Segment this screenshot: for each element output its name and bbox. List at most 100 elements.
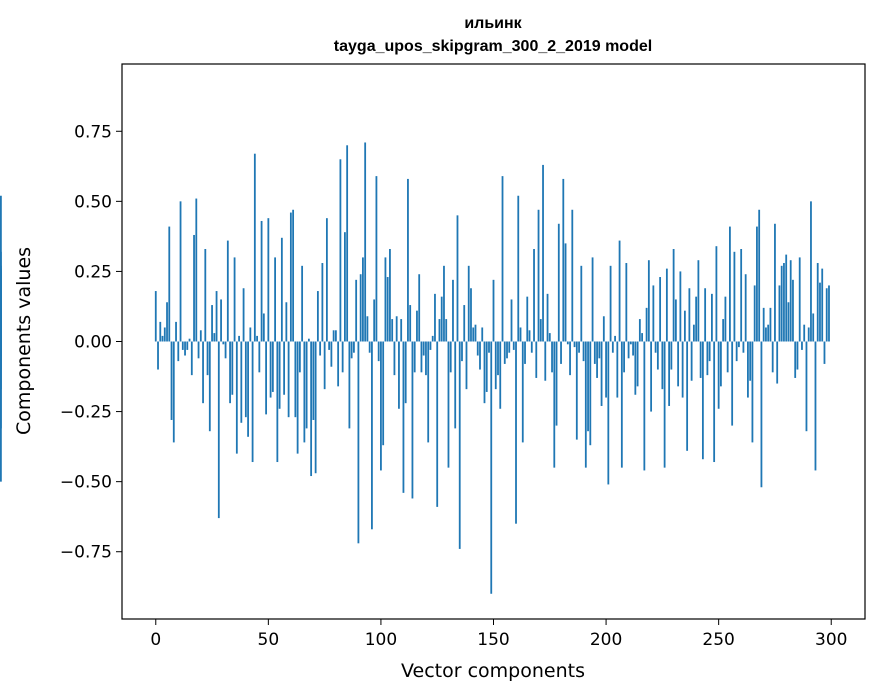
bar-271	[765, 327, 767, 342]
bar-44	[253, 153, 256, 342]
bars-group	[0, 142, 830, 594]
bar-96	[371, 341, 373, 530]
bar-215	[638, 319, 641, 342]
bar-222	[654, 341, 657, 353]
x-axis-ticks: 0 50 100 150 200 250 300	[150, 619, 847, 650]
bar-52	[271, 341, 274, 392]
bar-161	[517, 195, 520, 342]
bar-108	[398, 341, 400, 409]
bar-63	[296, 341, 299, 454]
bar-71	[314, 341, 317, 474]
x-tick-label: 300	[815, 630, 847, 650]
bar-293	[814, 341, 817, 471]
bar-153	[499, 341, 502, 409]
bar-209	[625, 263, 628, 342]
bar-244	[704, 288, 707, 342]
bar-36	[235, 341, 238, 454]
bar-171	[539, 319, 542, 342]
bar-270	[762, 307, 765, 342]
bar-184	[569, 341, 571, 376]
bar-131	[449, 341, 452, 373]
bar-70	[312, 341, 315, 420]
bar-150	[492, 279, 495, 342]
bar-114	[411, 341, 414, 499]
bar-213	[634, 341, 637, 395]
bar-89	[355, 279, 358, 342]
x-axis-label: Vector components	[401, 660, 585, 682]
bar-220	[650, 341, 653, 412]
bar-undefined	[0, 341, 2, 390]
bar-290	[807, 327, 810, 342]
bar-203	[611, 341, 614, 353]
bar-164	[524, 341, 526, 364]
bar-25	[211, 305, 213, 342]
bar-112	[407, 178, 409, 342]
bar-239	[692, 324, 695, 342]
bar-177	[553, 341, 556, 468]
bar-118	[420, 341, 423, 373]
bar-137	[463, 305, 466, 342]
bar-100	[380, 341, 382, 471]
bar-223	[656, 341, 659, 370]
bar-211	[629, 341, 632, 345]
bar-109	[400, 319, 403, 342]
y-tick-label: 0.25	[74, 262, 112, 282]
bar-228	[668, 341, 671, 406]
bar-195	[593, 341, 596, 364]
bar-78	[330, 341, 333, 367]
bar-191	[584, 341, 587, 468]
bar-138	[465, 341, 468, 390]
bar-68	[307, 338, 310, 342]
bar-206	[618, 240, 621, 342]
bar-165	[526, 296, 529, 342]
chart-title: ильинк	[464, 15, 522, 32]
bar-34	[231, 341, 234, 395]
bar-16	[190, 341, 193, 376]
bar-176	[551, 341, 553, 373]
bar-121	[427, 341, 430, 443]
bar-117	[418, 274, 421, 342]
bar-40	[244, 341, 247, 418]
bar-207	[620, 341, 623, 468]
bar-169	[535, 341, 538, 378]
bar-95	[368, 341, 371, 353]
chart-subtitle: tayga_upos_skipgram_300_2_2019 model	[334, 38, 652, 55]
bar-125	[436, 341, 439, 507]
bar-278	[780, 265, 783, 342]
bar-103	[386, 277, 389, 342]
bar-142	[474, 324, 477, 342]
bar-269	[760, 341, 763, 488]
bar-14	[186, 341, 189, 350]
bar-224	[659, 277, 662, 342]
bar-48	[262, 313, 265, 342]
bar-259	[738, 341, 740, 348]
bar-143	[476, 341, 479, 356]
bar-7	[170, 341, 173, 420]
bar-20	[199, 330, 202, 342]
bar-274	[771, 341, 774, 373]
bar-64	[298, 341, 301, 373]
bar-99	[377, 341, 380, 362]
bar-252	[722, 319, 725, 342]
bar-45	[256, 335, 258, 342]
bar-101	[382, 341, 385, 446]
bar-39	[242, 288, 245, 342]
bar-146	[483, 341, 486, 404]
bar-152	[497, 341, 499, 376]
bar-122	[429, 341, 432, 350]
bar-272	[767, 324, 770, 342]
bar-66	[303, 341, 306, 443]
bar-42	[249, 327, 252, 342]
bar-180	[560, 341, 562, 364]
bar-56	[280, 237, 283, 342]
bar-149	[490, 341, 493, 594]
bar-193	[589, 341, 592, 446]
bar-49	[265, 341, 267, 415]
bar-28	[217, 341, 220, 519]
x-tick-label: 0	[150, 630, 161, 650]
bar-111	[404, 341, 407, 404]
bar-281	[787, 302, 790, 342]
bar-12	[181, 341, 184, 350]
bar-47	[260, 220, 263, 342]
bar-173	[544, 341, 547, 381]
